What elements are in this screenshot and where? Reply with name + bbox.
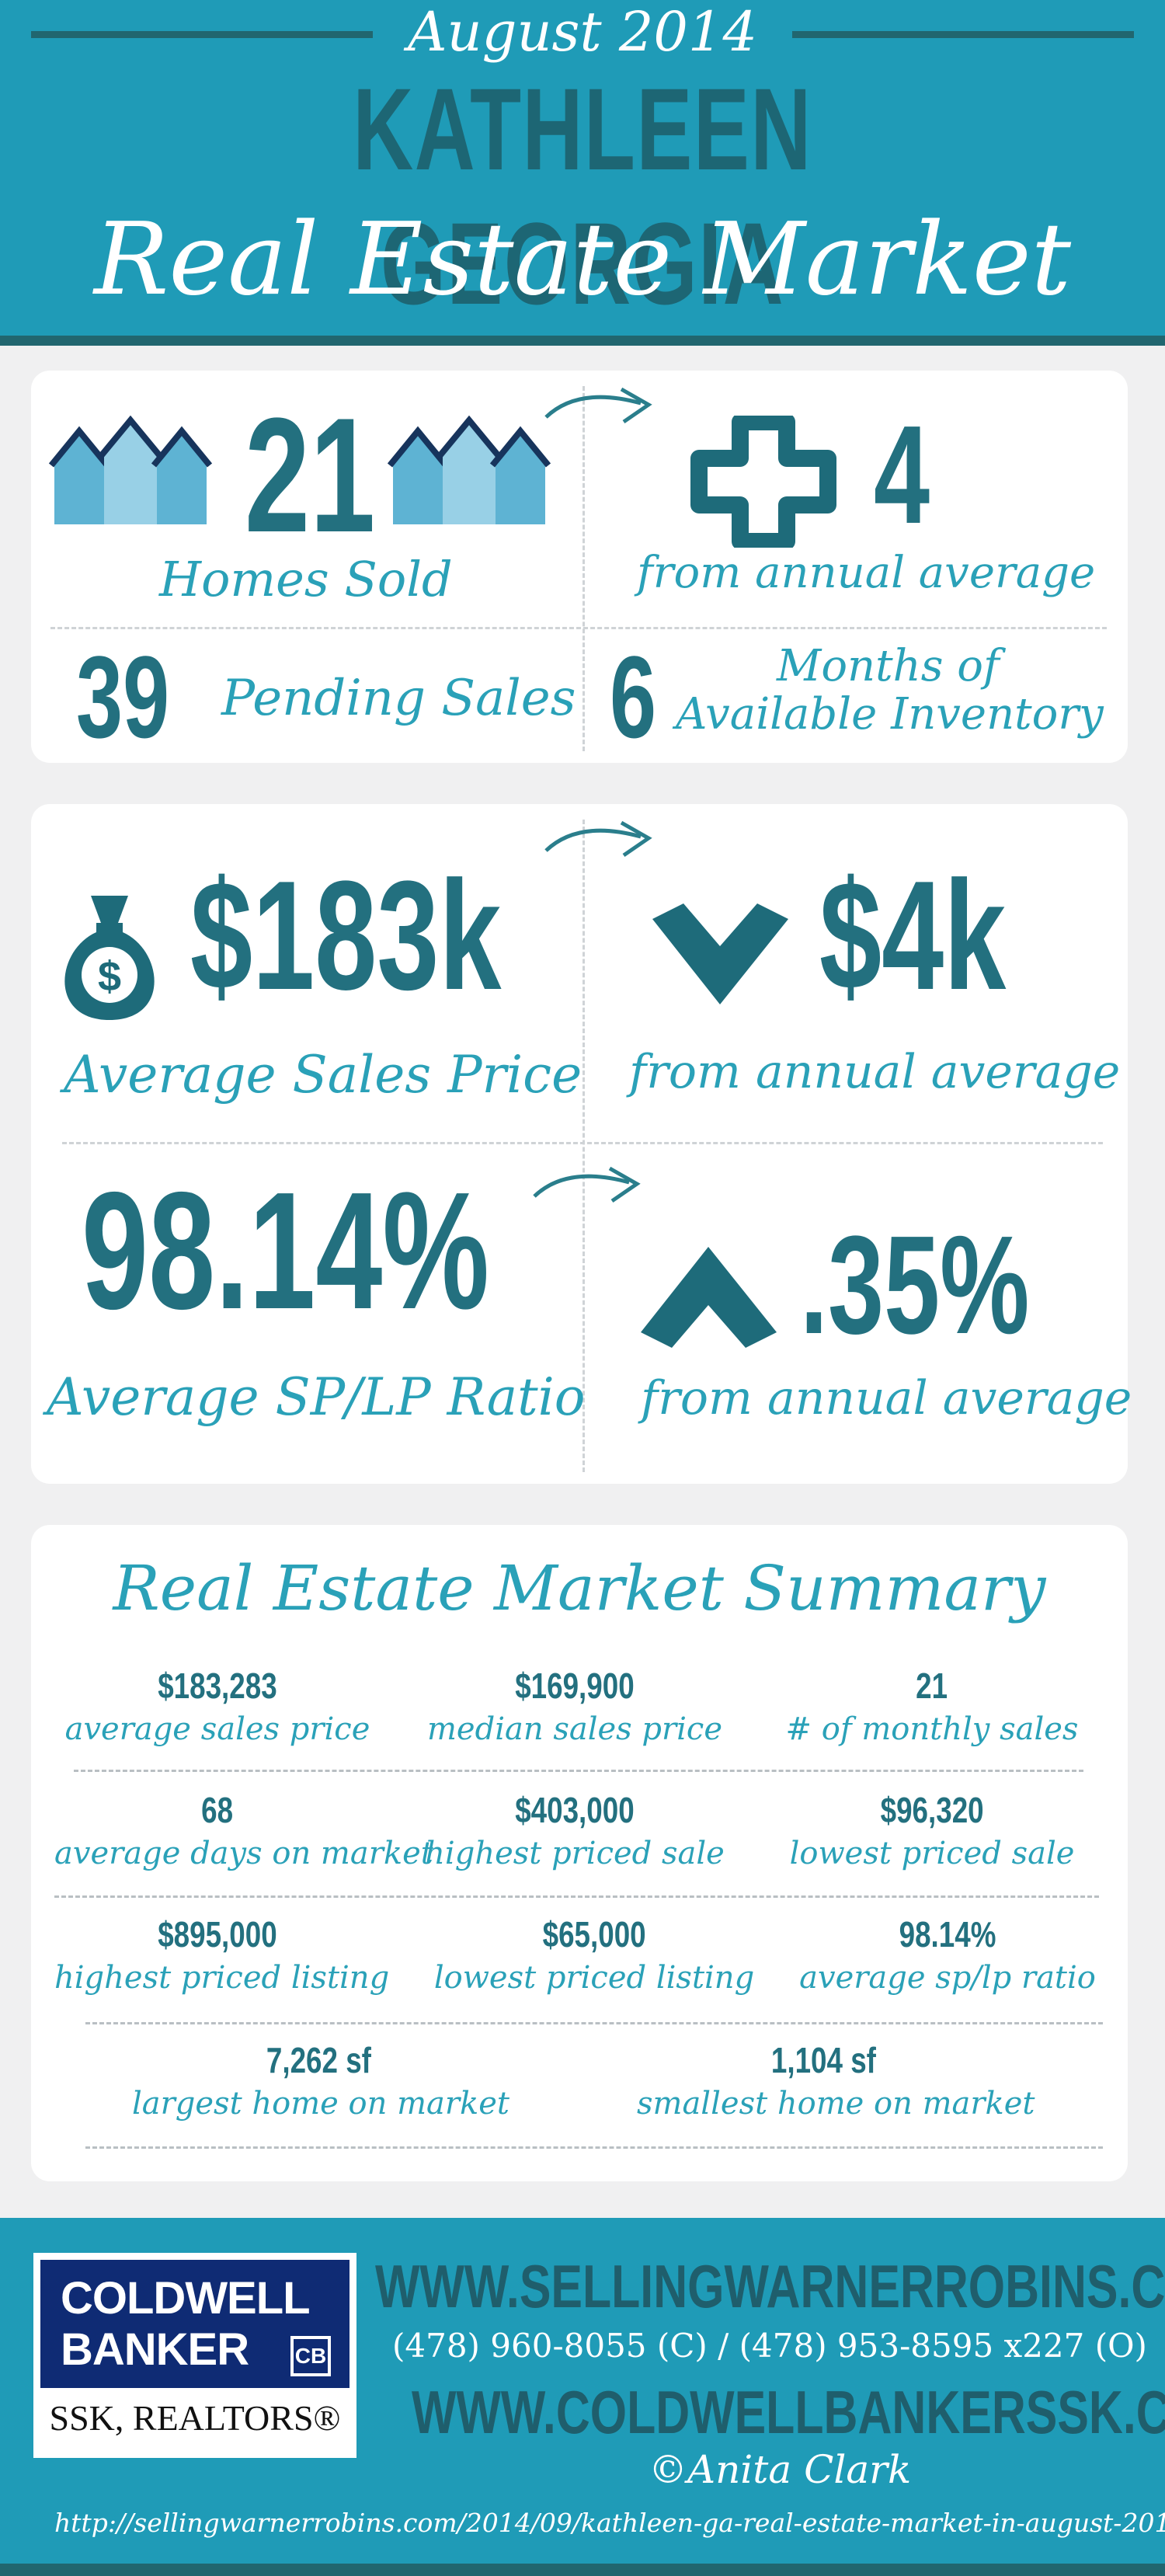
summary-label: average sp/lp ratio [799, 1960, 1096, 1996]
divider [582, 386, 585, 751]
splp-number: 98.14% [82, 1157, 490, 1344]
homes-change-label: from annual average [637, 548, 1096, 598]
house-icon [387, 416, 551, 524]
divider [50, 627, 1107, 629]
summary-value: 1,104 sf [770, 2040, 876, 2080]
price-panel: $ $183k Average Sales Price $4k from ann… [31, 804, 1132, 1484]
arrow-curve-icon [544, 820, 652, 858]
summary-cell: $96,320 lowest priced sale [769, 1789, 1095, 1871]
pending-label: Pending Sales [221, 670, 576, 727]
summary-value: $96,320 [880, 1790, 984, 1830]
homes-panel: 21 Homes Sold 4 from annual average 39 P… [31, 371, 1128, 763]
summary-label: lowest priced listing [433, 1960, 755, 1996]
summary-cell: $403,000 highest priced sale [412, 1789, 738, 1871]
divider [54, 1895, 1099, 1898]
summary-panel: Real Estate Market Summary $183,283 aver… [31, 1525, 1128, 2181]
inventory-label-line1: Months of [777, 641, 1000, 691]
summary-label: smallest home on market [637, 2086, 1035, 2122]
logo-text-line1: COLDWELL [61, 2273, 311, 2324]
market-subtitle: Real Estate Market [93, 202, 1072, 318]
divider [62, 1142, 1103, 1144]
divider [582, 820, 585, 1472]
plus-icon [690, 416, 836, 548]
header-banner: August 2014 KATHLEEN GEORGIA Real Estate… [0, 0, 1165, 346]
inventory-number: 6 [610, 632, 657, 762]
report-date: August 2014 [408, 0, 757, 64]
homes-sold-number: 21 [245, 384, 376, 566]
house-icon [48, 416, 213, 524]
homes-sold-label: Homes Sold [159, 551, 453, 607]
chevron-up-icon [641, 1247, 777, 1348]
price-change-number: $4k [819, 849, 1007, 1022]
logo-text-line2: BANKER [61, 2324, 249, 2375]
summary-cell: 1,104 sf smallest home on market [637, 2039, 1035, 2122]
source-url-link[interactable]: http://sellingwarnerrobins.com/2014/09/k… [54, 2508, 1165, 2538]
summary-value: 68 [201, 1790, 234, 1830]
summary-label: highest priced listing [54, 1960, 390, 1996]
summary-label: highest priced sale [425, 1836, 725, 1871]
logo-mark-icon: CB [290, 2336, 331, 2376]
summary-value: $169,900 [515, 1666, 635, 1706]
summary-cell: $169,900 median sales price [412, 1665, 738, 1747]
svg-text:$: $ [98, 953, 121, 1000]
summary-cell: 98.14% average sp/lp ratio [784, 1913, 1111, 1996]
footer-divider [0, 2564, 1165, 2576]
price-change-label: from annual average [629, 1045, 1121, 1099]
summary-label: lowest priced sale [789, 1836, 1075, 1871]
inventory-label-line2: Available Inventory [676, 689, 1104, 740]
summary-label: # of monthly sales [785, 1711, 1079, 1747]
website-link-2[interactable]: WWW.COLDWELLBANKERSSK.COM [412, 2378, 1165, 2446]
divider [74, 1770, 1083, 1772]
summary-value: 21 [916, 1666, 948, 1706]
money-bag-icon: $ [64, 896, 155, 1020]
author-credit: ©Anita Clark [649, 2447, 912, 2492]
summary-label: average sales price [64, 1711, 370, 1747]
summary-value: $403,000 [515, 1790, 635, 1830]
logo-subtitle: SSK, REALTORS® [49, 2398, 341, 2438]
pending-number: 39 [76, 632, 170, 762]
coldwell-banker-logo: COLDWELL BANKER CB SSK, REALTORS® [33, 2253, 356, 2458]
splp-change-number: .35% [800, 1207, 1030, 1363]
arrow-curve-icon [544, 387, 652, 424]
homes-change-number: 4 [874, 397, 930, 553]
splp-change-label: from annual average [641, 1371, 1132, 1426]
divider [85, 2022, 1103, 2024]
splp-label: Average SP/LP Ratio [47, 1367, 586, 1427]
website-link-1[interactable]: WWW.SELLINGWARNERROBINS.COM [375, 2252, 1165, 2320]
summary-cell: $895,000 highest priced listing [54, 1913, 390, 1996]
avg-price-number: $183k [190, 849, 502, 1022]
summary-cell: 7,262 sf largest home on market [132, 2039, 509, 2122]
summary-cell: $65,000 lowest priced listing [431, 1913, 757, 1996]
header-rule-left [31, 31, 373, 38]
city-title: KATHLEEN GEORGIA [353, 64, 812, 329]
arrow-curve-icon [533, 1166, 641, 1203]
divider [85, 2146, 1103, 2149]
chevron-down-icon [652, 903, 788, 1004]
header-rule-right [792, 31, 1134, 38]
summary-value: $183,283 [158, 1666, 277, 1706]
summary-label: largest home on market [132, 2086, 509, 2122]
phone-numbers: (478) 960-8055 (C) / (478) 953-8595 x227… [392, 2327, 1147, 2365]
summary-label: median sales price [427, 1711, 722, 1747]
summary-value: 7,262 sf [266, 2040, 371, 2080]
header-divider [0, 336, 1165, 346]
summary-value: $895,000 [158, 1914, 277, 1955]
summary-value: 98.14% [899, 1914, 996, 1955]
summary-cell: 21 # of monthly sales [769, 1665, 1095, 1747]
summary-title: Real Estate Market Summary [113, 1552, 1046, 1624]
summary-cell: 68 average days on market [54, 1789, 433, 1871]
summary-label: average days on market [54, 1836, 433, 1871]
summary-cell: $183,283 average sales price [54, 1665, 381, 1747]
avg-price-label: Average Sales Price [64, 1045, 582, 1105]
logo-box: COLDWELL BANKER CB [40, 2260, 350, 2388]
summary-value: $65,000 [542, 1914, 646, 1955]
